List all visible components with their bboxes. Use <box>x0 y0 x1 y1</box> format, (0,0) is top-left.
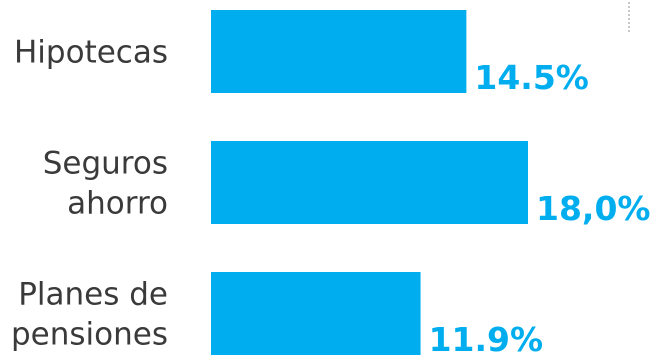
handle-dot <box>628 2 630 4</box>
category-labels-group: Hipotecas Seguros ahorro Planes de pensiones <box>11 35 168 353</box>
handle-dot <box>628 30 630 32</box>
handle-dot <box>628 18 630 20</box>
handle-dot <box>628 6 630 8</box>
drag-handle-icon[interactable] <box>628 2 630 32</box>
value-labels-group: 14.5% 18,0% 11.9% <box>429 58 651 356</box>
value-label: 14.5% <box>474 58 588 97</box>
handle-dot <box>628 26 630 28</box>
handle-dot <box>628 14 630 16</box>
value-label: 11.9% <box>429 320 544 356</box>
bar <box>211 10 467 93</box>
bars-group <box>211 10 528 355</box>
category-label: pensiones <box>11 317 168 353</box>
category-label: Hipotecas <box>14 35 168 71</box>
handle-dot <box>628 10 630 12</box>
value-label: 18,0% <box>536 189 651 228</box>
category-label: ahorro <box>67 186 168 222</box>
bar <box>211 272 421 355</box>
category-label: Planes de <box>18 277 168 313</box>
bar <box>211 141 528 224</box>
handle-dot <box>628 22 630 24</box>
category-label: Seguros <box>43 146 168 182</box>
